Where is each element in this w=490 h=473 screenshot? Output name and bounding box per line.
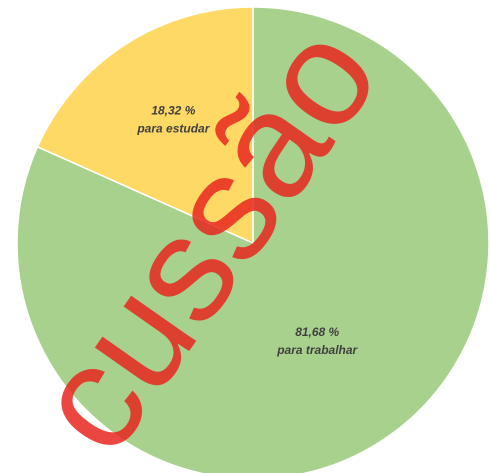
pie [16, 6, 490, 473]
labels: 81,68 % para trabalhar 18,32 % para estudar [136, 103, 358, 357]
value-label: 18,32 % [151, 103, 195, 117]
category-label: para trabalhar [276, 343, 358, 357]
pie-slice [36, 6, 254, 245]
category-label: para estudar [136, 121, 210, 135]
value-label: 81,68 % [295, 325, 339, 339]
